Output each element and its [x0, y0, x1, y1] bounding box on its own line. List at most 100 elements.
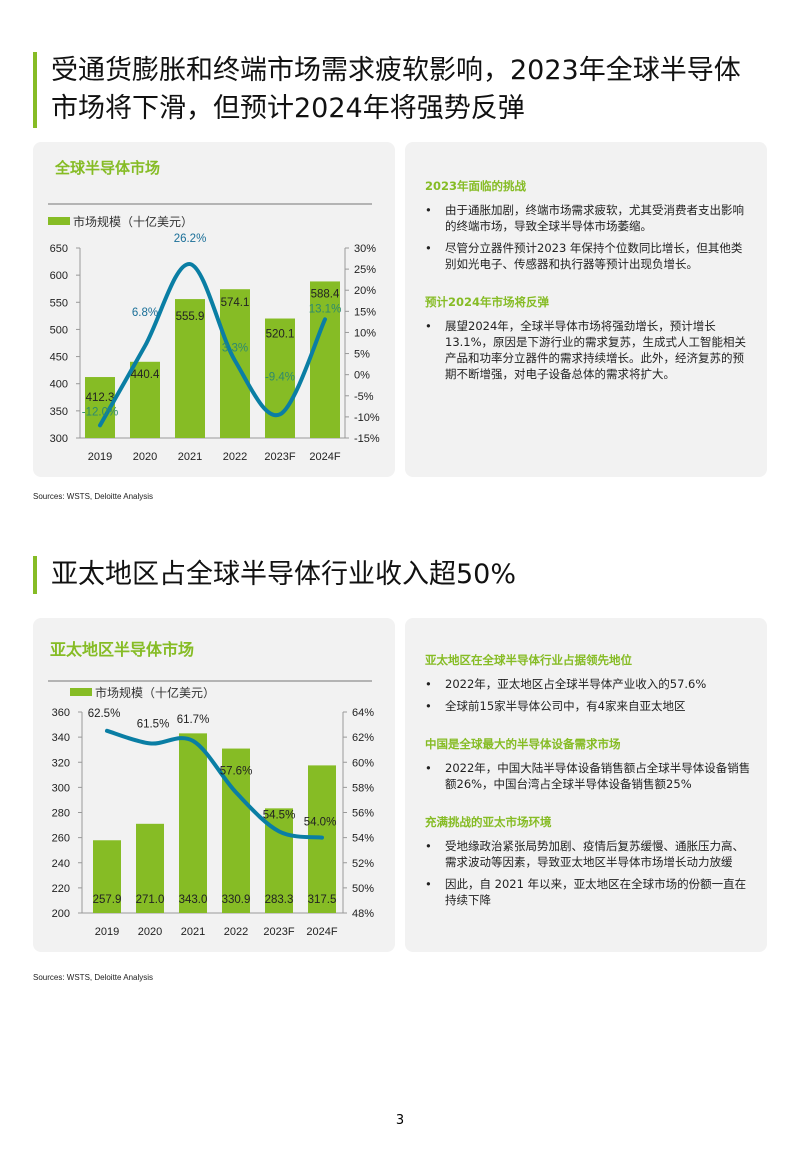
right-tick-label: 60% — [352, 757, 374, 769]
bar-value-label: 412.3 — [86, 392, 115, 404]
bar — [179, 733, 207, 913]
share-line — [105, 728, 324, 840]
global-text-panel: 2023年面临的挑战由于通胀加剧，终端市场需求疲软，尤其受消费者支出影响的终端市… — [425, 178, 753, 404]
line-value-label: -12.0% — [82, 406, 118, 418]
bullet-item: 2022年，亚太地区占全球半导体产业收入的57.6% — [425, 676, 753, 692]
line-value-label: 61.5% — [137, 718, 170, 730]
legend-swatch — [70, 688, 92, 696]
line-value-label: 13.1% — [309, 303, 342, 315]
legend-label: 市场规模（十亿美元） — [95, 685, 215, 700]
bar-value-label: 440.4 — [131, 369, 160, 381]
left-tick-label: 300 — [50, 433, 68, 445]
left-tick-label: 340 — [52, 732, 70, 744]
left-tick-label: 280 — [52, 808, 70, 820]
bar-value-label: 520.1 — [266, 329, 295, 341]
bullet-item: 尽管分立器件预计2023 年保持个位数同比增长，但其他类别如光电子、传感器和执行… — [425, 240, 753, 272]
bullet-item: 因此，自 2021 年以来，亚太地区在全球市场的份额一直在持续下降 — [425, 876, 753, 908]
right-tick-label: 48% — [352, 908, 374, 920]
right-tick-label: 15% — [354, 306, 376, 318]
x-tick-label: 2019 — [88, 451, 112, 463]
right-tick-label: 20% — [354, 285, 376, 297]
left-tick-label: 400 — [50, 379, 68, 391]
x-tick-label: 2022 — [224, 926, 248, 938]
panel-heading: 中国是全球最大的半导体设备需求市场 — [425, 737, 621, 751]
global-text-card: 2023年面临的挑战由于通胀加剧，终端市场需求疲软，尤其受消费者支出影响的终端市… — [405, 142, 767, 477]
bar-value-label: 317.5 — [308, 894, 337, 906]
right-tick-label: 10% — [354, 327, 376, 339]
bar-value-label: 574.1 — [221, 297, 250, 309]
panel-heading: 预计2024年市场将反弹 — [425, 295, 550, 309]
bar — [130, 361, 160, 438]
right-tick-label: 58% — [352, 782, 374, 794]
panel-heading: 2023年面临的挑战 — [425, 179, 527, 193]
bar-value-label: 283.3 — [265, 894, 294, 906]
apac-text-panel: 亚太地区在全球半导体行业占据领先地位 2022年，亚太地区占全球半导体产业收入的5… — [425, 652, 753, 930]
bar — [310, 281, 340, 438]
line-value-label: -9.4% — [265, 371, 295, 383]
bar — [136, 823, 164, 913]
sources-note: Sources: WSTS, Deloitte Analysis — [33, 973, 154, 982]
bar-value-label: 257.9 — [93, 894, 122, 906]
left-tick-label: 200 — [52, 908, 70, 920]
bullet-list: 由于通胀加剧，终端市场需求疲软，尤其受消费者支出影响的终端市场，导致全球半导体市… — [425, 202, 753, 272]
bar-value-label: 271.0 — [136, 894, 165, 906]
section1-title: 受通货膨胀和终端市场需求疲软影响，2023年全球半导体市场将下滑，但预计2024… — [33, 52, 751, 128]
x-tick-label: 2023F — [263, 926, 294, 938]
bar-value-label: 588.4 — [311, 288, 340, 300]
left-tick-label: 650 — [50, 243, 68, 255]
left-tick-label: 240 — [52, 858, 70, 870]
apac-chart-title: 亚太地区半导体市场 — [50, 640, 195, 659]
bullet-item: 由于通胀加剧，终端市场需求疲软，尤其受消费者支出影响的终端市场，导致全球半导体市… — [425, 202, 753, 234]
right-tick-label: 30% — [354, 243, 376, 255]
left-tick-label: 350 — [50, 406, 68, 418]
line-value-label: 26.2% — [174, 233, 207, 245]
left-tick-label: 360 — [52, 707, 70, 719]
line-value-label: 62.5% — [88, 708, 121, 720]
legend-swatch — [48, 217, 70, 225]
x-tick-label: 2022 — [223, 451, 247, 463]
bullet-item: 全球前15家半导体公司中，有4家来自亚太地区 — [425, 698, 753, 714]
right-tick-label: 64% — [352, 707, 374, 719]
right-tick-label: -10% — [354, 412, 380, 424]
bullet-item: 受地缘政治紧张局势加剧、疫情后复苏缓慢、通胀压力高、需求波动等因素，导致亚太地区… — [425, 838, 753, 870]
panel-heading: 亚太地区在全球半导体行业占据领先地位 — [425, 653, 632, 667]
x-tick-label: 2023F — [264, 451, 295, 463]
right-tick-label: -5% — [354, 391, 374, 403]
x-tick-label: 2024F — [309, 451, 340, 463]
right-tick-label: 52% — [352, 858, 374, 870]
left-tick-label: 320 — [52, 757, 70, 769]
left-tick-label: 300 — [52, 782, 70, 794]
bar-value-label: 343.0 — [179, 894, 208, 906]
left-tick-label: 600 — [50, 270, 68, 282]
line-value-label: 57.6% — [220, 765, 253, 777]
bar — [265, 318, 295, 438]
line-value-label: 6.8% — [132, 307, 158, 319]
bar — [93, 840, 121, 913]
bullet-item: 2022年，中国大陆半导体设备销售额占全球半导体设备销售额26%，中国台湾占全球… — [425, 760, 753, 792]
right-tick-label: 25% — [354, 264, 376, 276]
bullet-item: 展望2024年，全球半导体市场将强劲增长，预计增长13.1%，原因是下游行业的需… — [425, 318, 753, 382]
left-tick-label: 220 — [52, 883, 70, 895]
bar — [222, 748, 250, 913]
line-value-label: 54.0% — [304, 817, 337, 829]
x-tick-label: 2019 — [95, 926, 119, 938]
legend-label: 市场规模（十亿美元） — [73, 214, 193, 229]
right-tick-label: 62% — [352, 732, 374, 744]
x-tick-label: 2021 — [178, 451, 202, 463]
right-tick-label: 0% — [354, 370, 370, 382]
x-tick-label: 2020 — [138, 926, 162, 938]
x-tick-label: 2021 — [181, 926, 205, 938]
right-tick-label: 54% — [352, 833, 374, 845]
right-tick-label: 56% — [352, 808, 374, 820]
panel-heading: 充满挑战的亚太市场环境 — [425, 815, 552, 829]
bar-value-label: 555.9 — [176, 311, 205, 323]
bullet-list: 2022年，亚太地区占全球半导体产业收入的57.6% 全球前15家半导体公司中，有… — [425, 676, 753, 714]
page-number: 3 — [395, 1113, 405, 1128]
right-tick-label: 5% — [354, 349, 370, 361]
sources-note: Sources: WSTS, Deloitte Analysis — [33, 492, 154, 501]
x-tick-label: 2020 — [133, 451, 157, 463]
section2-title: 亚太地区占全球半导体行业收入超50% — [33, 556, 516, 594]
left-tick-label: 260 — [52, 833, 70, 845]
